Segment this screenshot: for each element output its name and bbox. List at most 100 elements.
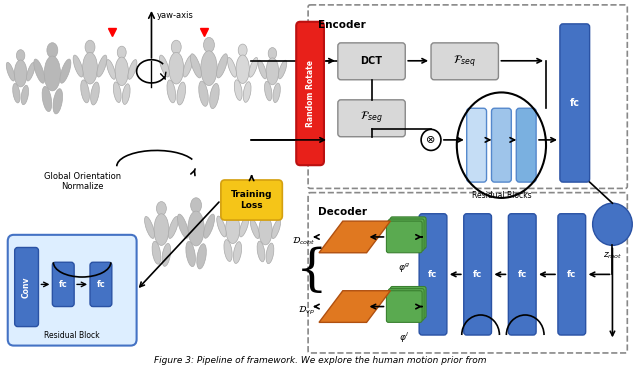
Ellipse shape [83,52,97,84]
Ellipse shape [243,82,251,102]
Text: $z_{mot}$: $z_{mot}$ [603,251,622,261]
Text: Training
Loss: Training Loss [231,190,273,210]
Ellipse shape [168,217,178,238]
Ellipse shape [26,62,35,81]
Text: $\mathcal{F}_{seg}$: $\mathcal{F}_{seg}$ [360,110,383,127]
Ellipse shape [272,219,281,239]
Ellipse shape [217,216,226,237]
Ellipse shape [273,83,280,103]
Text: Random Rotate: Random Rotate [305,60,315,127]
Ellipse shape [73,55,83,77]
Ellipse shape [228,202,237,215]
Ellipse shape [17,50,25,61]
Ellipse shape [234,80,242,100]
Ellipse shape [85,40,95,54]
Ellipse shape [34,59,45,83]
Ellipse shape [169,52,184,84]
Ellipse shape [156,201,166,215]
Ellipse shape [191,198,202,213]
FancyBboxPatch shape [431,43,499,80]
Ellipse shape [60,59,71,83]
Ellipse shape [239,216,249,237]
Ellipse shape [224,240,232,261]
Text: {: { [296,247,328,296]
FancyBboxPatch shape [8,235,136,346]
Text: $\mathcal{D}_{vp}$: $\mathcal{D}_{vp}$ [298,305,315,317]
Ellipse shape [47,43,58,58]
FancyBboxPatch shape [338,100,405,137]
Ellipse shape [14,60,27,87]
FancyBboxPatch shape [296,22,324,165]
Ellipse shape [6,62,15,81]
FancyBboxPatch shape [560,24,589,182]
Circle shape [421,130,441,151]
Ellipse shape [97,55,107,77]
Text: DCT: DCT [360,56,383,66]
Ellipse shape [162,244,171,266]
Ellipse shape [91,82,99,105]
Ellipse shape [257,241,265,262]
Ellipse shape [117,46,126,59]
Text: Encoder: Encoder [318,20,366,30]
Ellipse shape [261,206,270,218]
Ellipse shape [177,82,186,105]
Ellipse shape [113,82,121,103]
Ellipse shape [107,59,115,79]
Ellipse shape [204,214,214,238]
Ellipse shape [234,242,241,263]
Ellipse shape [259,216,272,245]
Text: Residual Blocks: Residual Blocks [472,190,531,200]
Ellipse shape [152,241,161,264]
Circle shape [593,203,632,245]
Ellipse shape [81,80,90,103]
Text: fc: fc [428,270,438,279]
FancyBboxPatch shape [221,180,282,220]
FancyBboxPatch shape [388,219,424,251]
Ellipse shape [266,58,279,85]
FancyBboxPatch shape [516,108,536,182]
Ellipse shape [115,57,129,86]
Ellipse shape [172,40,181,54]
Ellipse shape [145,217,154,238]
Ellipse shape [167,80,175,103]
Text: $\mathcal{F}_{seq}$: $\mathcal{F}_{seq}$ [453,53,476,69]
Ellipse shape [21,85,29,105]
Text: Global Orientation
Normalize: Global Orientation Normalize [44,172,121,191]
Polygon shape [319,221,390,253]
Ellipse shape [264,81,272,101]
Ellipse shape [226,214,240,244]
Ellipse shape [188,211,204,246]
Ellipse shape [154,214,169,245]
Text: Residual Block: Residual Block [44,331,100,340]
Ellipse shape [238,44,247,56]
Ellipse shape [258,60,266,79]
Ellipse shape [199,81,208,106]
Ellipse shape [266,243,274,264]
Ellipse shape [250,219,259,239]
FancyBboxPatch shape [338,43,405,80]
Text: $\mathcal{D}_{cont}$: $\mathcal{D}_{cont}$ [292,235,315,247]
Ellipse shape [159,55,170,77]
Ellipse shape [42,86,52,111]
Text: fc: fc [567,270,577,279]
FancyBboxPatch shape [387,291,422,323]
Text: Figure 3: Pipeline of framework. We explore the human motion prior from: Figure 3: Pipeline of framework. We expl… [154,356,486,365]
FancyBboxPatch shape [90,262,112,307]
Ellipse shape [128,59,137,79]
Ellipse shape [278,60,287,79]
Ellipse shape [13,83,20,103]
FancyBboxPatch shape [508,214,536,335]
Text: fc: fc [59,280,68,289]
Ellipse shape [201,51,217,86]
Text: $\varphi^l$: $\varphi^l$ [399,331,410,345]
FancyBboxPatch shape [492,108,511,182]
Ellipse shape [227,58,236,77]
FancyBboxPatch shape [467,108,486,182]
Ellipse shape [122,84,130,104]
Ellipse shape [44,56,61,91]
Ellipse shape [186,241,195,267]
FancyBboxPatch shape [390,217,426,249]
Ellipse shape [236,55,250,83]
Ellipse shape [53,89,63,114]
Text: fc: fc [518,270,527,279]
